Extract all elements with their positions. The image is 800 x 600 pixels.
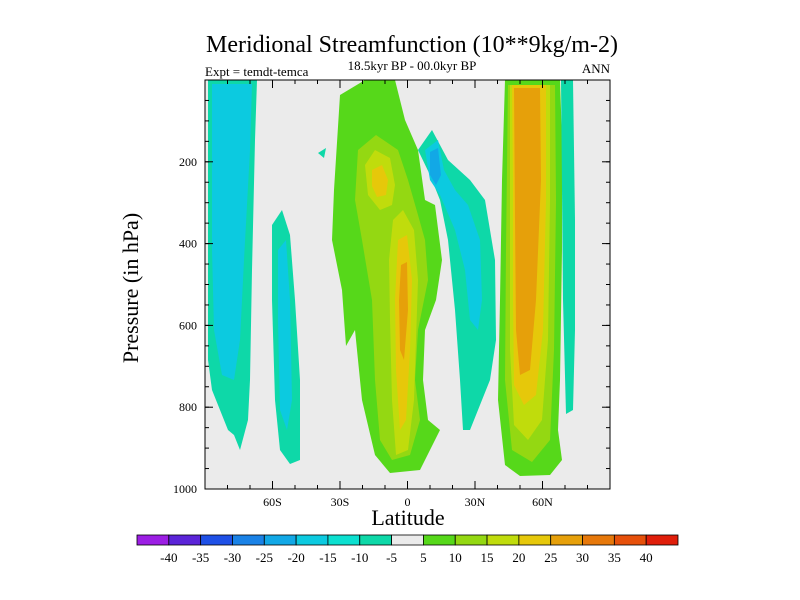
chart-subtitle: 18.5kyr BP - 00.0kyr BP: [348, 58, 477, 73]
contour-sh-mid-lat-core: [278, 240, 292, 430]
x-axis-label: Latitude: [371, 505, 444, 530]
colorbar-label: 5: [420, 550, 427, 565]
colorbar-swatch: [200, 534, 233, 546]
x-tick-label: 60N: [532, 495, 553, 509]
contour-nh-tropics-max: [430, 148, 441, 185]
contour-upper-south-core: [372, 165, 388, 197]
colorbar-label: -10: [351, 550, 368, 565]
y-tick-label: 1000: [173, 482, 197, 496]
colorbar: -40 -35 -30 -25 -20 -15 -10 -5 5 10 15 20 25 30 35 40: [136, 534, 679, 565]
experiment-note: Expt = temdt-temca: [205, 64, 309, 79]
y-tick-label: 600: [179, 318, 197, 332]
colorbar-swatch: [518, 534, 552, 546]
x-tick-label: 30N: [465, 495, 486, 509]
contour-nh-midlat-core: [514, 88, 541, 375]
colorbar-swatch: [232, 534, 265, 546]
contour-fill-layer: [208, 80, 575, 476]
colorbar-label: -15: [319, 550, 336, 565]
colorbar-label: -35: [192, 550, 209, 565]
colorbar-label: 35: [608, 550, 621, 565]
x-tick-label: 0: [405, 495, 411, 509]
colorbar-label: 20: [512, 550, 525, 565]
colorbar-swatch: [423, 534, 456, 546]
colorbar-swatch: [168, 534, 202, 546]
colorbar-swatch: [263, 534, 297, 546]
chart-title: Meridional Streamfunction (10**9kg/m-2): [206, 32, 618, 58]
contour-sh-high-lat-core: [212, 84, 252, 380]
colorbar-label: 40: [640, 550, 653, 565]
colorbar-label: 15: [481, 550, 494, 565]
colorbar-swatch: [359, 534, 392, 546]
contour-nh-high-lat-cell: [561, 80, 575, 414]
contour-nh-tropics-cell: [418, 130, 496, 430]
season-note: ANN: [582, 61, 611, 76]
y-tick-label: 800: [179, 400, 197, 414]
colorbar-swatch: [550, 534, 583, 546]
colorbar-swatch: [327, 534, 361, 546]
contour-nh-tropics-core: [425, 140, 482, 330]
contour-isolated-cell: [318, 148, 326, 158]
colorbar-label: -20: [287, 550, 304, 565]
colorbar-swatch: [136, 534, 170, 546]
minor-ticks: [204, 80, 611, 489]
colorbar-swatch: [582, 534, 615, 546]
colorbar-swatch: [454, 534, 488, 546]
y-axis-label: Pressure (in hPa): [118, 213, 143, 363]
colorbar-swatch: [645, 534, 679, 546]
x-tick-label: 60S: [263, 495, 282, 509]
colorbar-label: -40: [160, 550, 177, 565]
y-tick-label: 200: [179, 155, 197, 169]
colorbar-label: 25: [544, 550, 557, 565]
contour-equatorial-max: [399, 262, 408, 360]
colorbar-swatch: [486, 534, 520, 546]
x-axis: 60S 30S 0 30N 60N: [263, 80, 553, 509]
colorbar-label: -30: [224, 550, 241, 565]
colorbar-swatch: [391, 534, 424, 546]
y-axis: 200 400 600 800 1000: [173, 155, 610, 496]
colorbar-swatch: [295, 534, 329, 546]
x-tick-label: 30S: [331, 495, 350, 509]
colorbar-swatch: [613, 534, 647, 546]
colorbar-label: 10: [449, 550, 462, 565]
y-tick-label: 400: [179, 237, 197, 251]
colorbar-label: -5: [386, 550, 397, 565]
colorbar-label: -25: [256, 550, 273, 565]
colorbar-label: 30: [576, 550, 589, 565]
